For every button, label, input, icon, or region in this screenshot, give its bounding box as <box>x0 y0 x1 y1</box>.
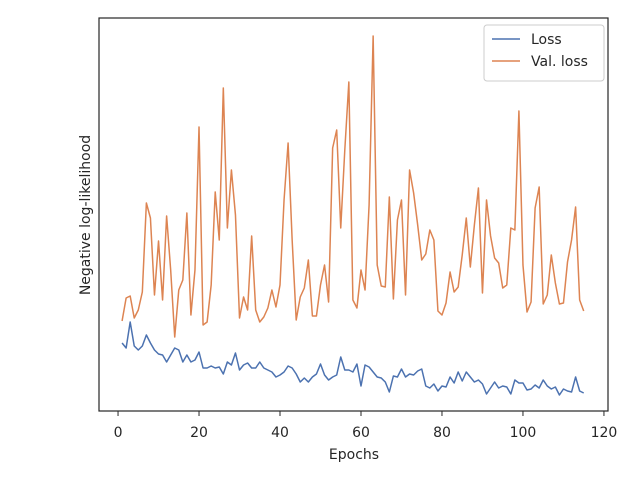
x-tick-label: 60 <box>352 425 370 441</box>
x-tick-label: 100 <box>510 425 537 441</box>
legend-label: Loss <box>531 32 562 48</box>
x-axis-label: Epochs <box>329 447 379 463</box>
x-tick-label: 120 <box>591 425 618 441</box>
x-tick-label: 80 <box>433 425 451 441</box>
legend-label: Val. loss <box>531 54 588 70</box>
x-tick-label: 20 <box>190 425 208 441</box>
y-axis-label: Negative log-likelihood <box>78 135 94 295</box>
x-tick-label: 0 <box>114 425 123 441</box>
plot-frame <box>98 17 609 412</box>
line-series <box>121 321 585 396</box>
x-tick-label: 40 <box>271 425 289 441</box>
line-series <box>121 35 585 338</box>
